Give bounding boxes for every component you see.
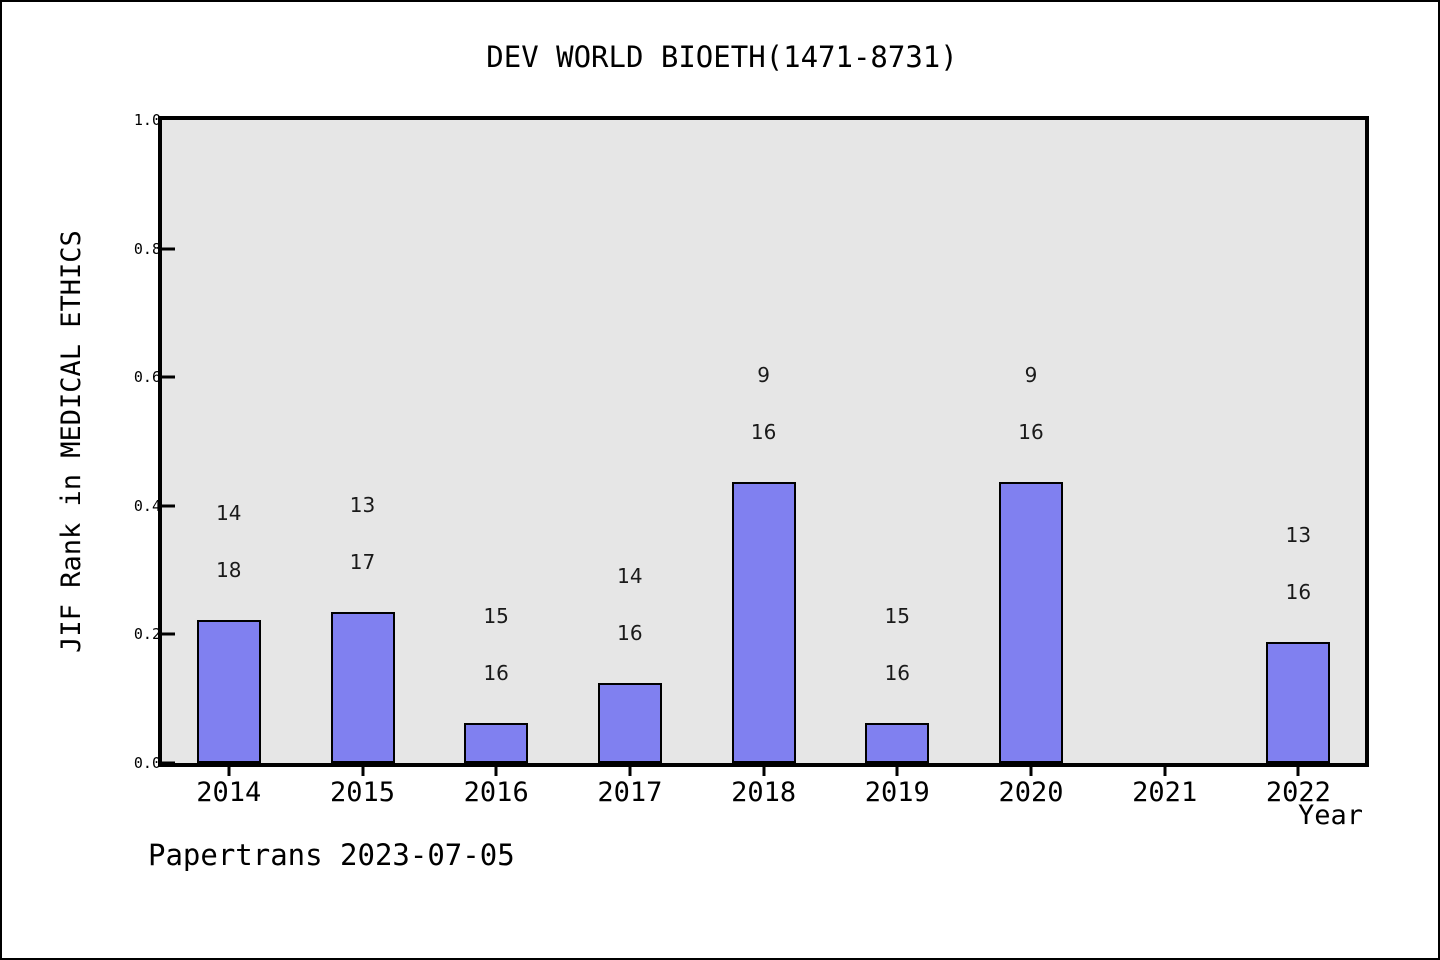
y-tick-label: 0.4 xyxy=(133,496,161,515)
bar-2014[interactable] xyxy=(196,620,261,763)
bar-2020[interactable] xyxy=(999,481,1063,763)
bar-rank-value: 14 xyxy=(617,563,643,588)
x-tick-label-2021: 2021 xyxy=(1132,777,1198,808)
bar-rank-value: 9 xyxy=(757,362,770,387)
x-tick-mark xyxy=(762,763,766,776)
bar-label-2014: 14 18 xyxy=(177,466,281,618)
bar-label-2022: 13 16 xyxy=(1246,488,1350,640)
y-axis-label-wrap: JIF Rank in MEDICAL ETHICS xyxy=(56,120,104,763)
y-tick-mark xyxy=(162,504,175,508)
x-tick-mark xyxy=(628,763,632,776)
bar-label-2021 xyxy=(1113,647,1217,761)
x-axis-label: Year xyxy=(1297,800,1363,831)
bar-total-value: 18 xyxy=(216,558,242,582)
bar-rank-value: 14 xyxy=(216,501,242,525)
bar-label-2019: 15 16 xyxy=(845,569,949,721)
bar-rank-value: 13 xyxy=(1285,523,1312,548)
bar-total-value: 16 xyxy=(884,660,911,685)
bar-total-value: 16 xyxy=(1285,580,1312,605)
y-tick-label: 1.0 xyxy=(133,111,161,129)
bar-rank-value: 15 xyxy=(884,603,911,628)
y-tick-mark xyxy=(162,632,175,636)
x-tick-label-2020: 2020 xyxy=(998,777,1064,808)
x-tick-label-2022: 2022 xyxy=(1265,777,1331,808)
x-tick-mark xyxy=(361,763,364,776)
y-tick-label: 0.2 xyxy=(133,625,161,644)
bar-label-2015: 13 17 xyxy=(311,458,415,610)
bar-total-value: 16 xyxy=(1018,419,1044,444)
x-tick-label-2019: 2019 xyxy=(864,777,930,808)
x-tick-mark xyxy=(494,763,498,776)
bar-label-2020: 9 16 xyxy=(979,328,1083,480)
y-tick-label: 0.6 xyxy=(133,368,161,387)
y-tick-label: 0.0 xyxy=(133,754,161,772)
bar-total-value: 16 xyxy=(483,660,509,685)
y-tick-mark xyxy=(162,247,175,251)
bar-2019[interactable] xyxy=(865,722,930,763)
y-tick-label: 0.8 xyxy=(133,239,161,258)
y-axis: 0.0 0.2 0.4 0.6 0.8 1.0 xyxy=(92,111,175,772)
bar-rank-value: 15 xyxy=(483,603,509,628)
bar-rank-value: 9 xyxy=(1024,362,1038,387)
x-tick-label-2017: 2017 xyxy=(597,777,663,808)
footer-note: Papertrans 2023-07-05 xyxy=(148,838,515,872)
bar-total-value: 17 xyxy=(349,549,376,574)
bar-label-2017: 14 16 xyxy=(578,529,682,681)
x-tick-mark xyxy=(1029,763,1033,776)
bar-2018[interactable] xyxy=(731,481,796,763)
bar-label-2016: 15 16 xyxy=(444,569,548,721)
bar-2017[interactable] xyxy=(597,682,662,763)
x-tick-label-2014: 2014 xyxy=(196,777,262,808)
x-tick-label-2015: 2015 xyxy=(329,777,396,808)
x-tick-mark xyxy=(895,763,899,776)
bar-2015[interactable] xyxy=(330,611,395,763)
bar-label-2018: 9 16 xyxy=(712,328,816,480)
x-tick-label-2018: 2018 xyxy=(731,777,797,808)
x-axis: 2014 2015 2016 2017 2018 2019 2020 2021 … xyxy=(162,763,1365,823)
y-axis-label: JIF Rank in MEDICAL ETHICS xyxy=(56,230,87,653)
bars-layer: 14 18 13 17 15 16 14 16 xyxy=(162,120,1365,763)
y-tick-mark xyxy=(162,761,175,765)
bar-2022[interactable] xyxy=(1266,642,1331,763)
x-tick-mark xyxy=(1163,763,1167,776)
chart-title: DEV WORLD BIOETH(1471-8731) xyxy=(486,40,958,74)
bar-total-value: 16 xyxy=(617,620,643,645)
bar-total-value: 16 xyxy=(750,419,777,444)
bar-rank-value: 13 xyxy=(349,492,376,517)
y-tick-mark xyxy=(162,375,175,379)
x-tick-mark xyxy=(227,763,231,776)
x-tick-mark xyxy=(1296,763,1300,776)
bar-2016[interactable] xyxy=(464,722,529,763)
x-tick-label-2016: 2016 xyxy=(463,777,529,808)
